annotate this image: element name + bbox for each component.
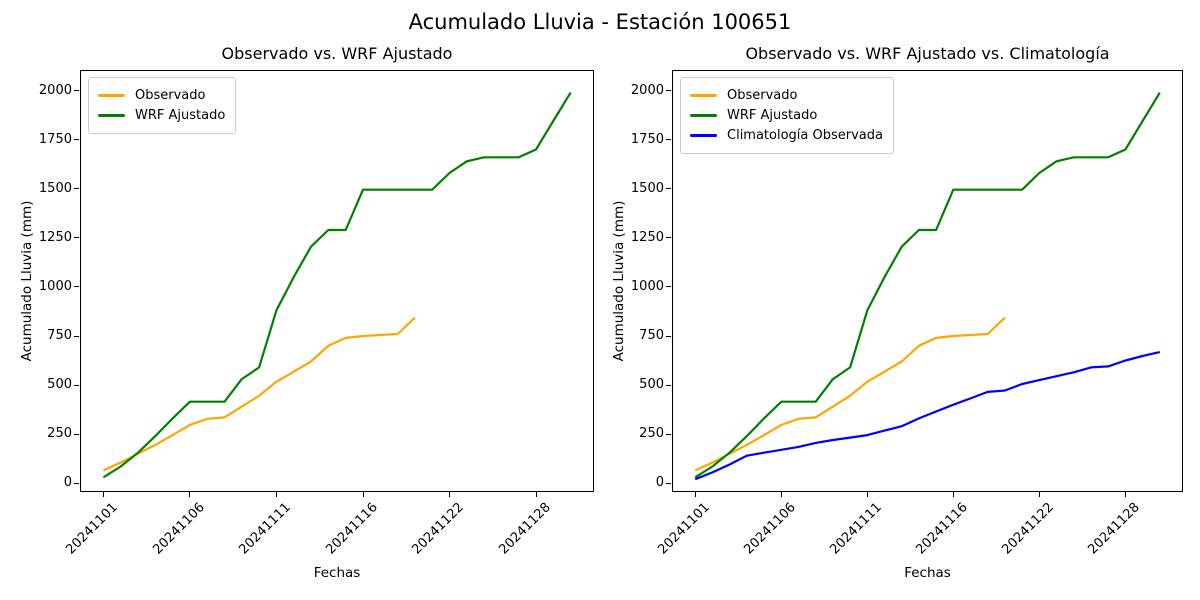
legend-entry: WRF Ajustado [98, 107, 225, 124]
plot-area [102, 92, 572, 479]
y-axis-tick-label: 750 [639, 328, 664, 343]
legend-entry-label: Observado [135, 88, 206, 103]
x-axis-tick-label: 20241111 [827, 500, 885, 558]
y-axis-tick-label: 750 [47, 328, 72, 343]
y-axis-tick-label: 0 [655, 475, 664, 491]
y-tick-mark [74, 90, 79, 92]
x-axis-tick-label: 20241101 [655, 500, 713, 558]
y-axis-tick-label: 1750 [38, 131, 72, 147]
legend-line-swatch [690, 114, 717, 117]
x-tick-mark [866, 492, 868, 497]
y-tick-mark [74, 384, 79, 386]
x-axis-label: Fechas [904, 565, 951, 581]
line-climatolog-a-observada [694, 351, 1161, 481]
x-axis-tick-label: 20241128 [1085, 500, 1143, 558]
legend-entry-label: WRF Ajustado [727, 108, 818, 123]
subplot-title: Observado vs. WRF Ajustado [221, 44, 453, 63]
axes-frame [672, 70, 1183, 492]
legend-entry-label: Climatología Observada [727, 128, 883, 143]
y-axis-tick-label: 2000 [38, 82, 72, 98]
legend-entry: Climatología Observada [690, 127, 883, 144]
x-tick-mark [694, 492, 696, 497]
y-axis-tick-label: 2000 [630, 82, 664, 98]
legend-line-swatch [690, 94, 717, 97]
axes-frame [80, 70, 594, 492]
x-axis-tick-label: 20241128 [496, 500, 554, 558]
y-axis-label: Acumulado Lluvia (mm) [611, 200, 627, 362]
y-axis-tick-label: 1000 [630, 278, 664, 294]
line-wrf-ajustado [694, 92, 1161, 479]
x-tick-mark [102, 492, 104, 497]
y-tick-mark [666, 188, 671, 190]
y-tick-mark [666, 335, 671, 337]
y-axis-tick-label: 1750 [630, 131, 664, 147]
y-axis-tick-label: 500 [47, 377, 72, 392]
y-tick-mark [666, 433, 671, 435]
x-tick-mark [1038, 492, 1040, 497]
line-observado [694, 316, 1006, 472]
legend: Observado WRF Ajustado [88, 77, 237, 134]
y-axis-tick-label: 500 [639, 377, 664, 392]
x-tick-mark [780, 492, 782, 497]
legend-entry-label: Observado [727, 88, 798, 103]
x-tick-mark [1124, 492, 1126, 497]
x-axis-tick-label: 20241116 [913, 500, 971, 558]
x-axis-tick-label: 20241101 [63, 500, 121, 558]
x-tick-mark [362, 492, 364, 497]
y-axis-label: Acumulado Lluvia (mm) [19, 200, 35, 362]
y-tick-mark [666, 482, 671, 484]
y-axis-tick-label: 250 [639, 426, 664, 442]
x-axis-tick-label: 20241106 [741, 500, 799, 558]
subplot-title: Observado vs. WRF Ajustado vs. Climatolo… [745, 44, 1110, 63]
y-axis-tick-label: 1500 [630, 180, 664, 196]
y-tick-mark [666, 286, 671, 288]
x-axis-tick-label: 20241116 [323, 500, 381, 558]
legend-entry: WRF Ajustado [690, 107, 883, 124]
y-axis-tick-label: 1250 [630, 229, 664, 245]
legend-entry: Observado [98, 87, 225, 104]
y-tick-mark [74, 188, 79, 190]
y-axis-tick-label: 0 [63, 475, 72, 491]
plot-area [694, 92, 1161, 481]
x-tick-mark [535, 492, 537, 497]
x-axis-tick-label: 20241122 [409, 500, 468, 558]
legend: Observado WRF Ajustado Climatología Observ… [680, 77, 894, 154]
legend-entry-label: WRF Ajustado [135, 108, 226, 123]
line-observado [102, 316, 416, 472]
x-axis-label: Fechas [313, 565, 361, 581]
y-axis-tick-label: 250 [47, 426, 72, 442]
x-tick-mark [189, 492, 191, 497]
legend-entry: Observado [690, 87, 883, 104]
line-wrf-ajustado [102, 92, 572, 479]
legend-line-swatch [98, 114, 125, 117]
subplot-left: Observado vs. WRF Ajustado 0 250 500 750 1000… [19, 44, 594, 581]
y-tick-mark [74, 433, 79, 435]
x-tick-mark [275, 492, 277, 497]
y-tick-mark [666, 237, 671, 239]
y-tick-mark [74, 286, 79, 288]
y-axis-tick-label: 1250 [38, 229, 72, 245]
y-tick-mark [74, 482, 79, 484]
x-tick-mark [449, 492, 450, 497]
legend-line-swatch [98, 94, 125, 97]
y-tick-mark [666, 384, 671, 386]
x-tick-mark [952, 492, 954, 497]
y-tick-mark [74, 335, 79, 337]
y-tick-mark [74, 139, 79, 141]
x-axis-tick-label: 20241122 [999, 500, 1057, 558]
y-tick-mark [74, 237, 79, 239]
figure-title: Acumulado Lluvia - Estación 100651 [408, 10, 792, 34]
y-axis-tick-label: 1000 [38, 278, 72, 294]
subplot-right: Observado vs. WRF Ajustado vs. Climatolo… [611, 44, 1183, 581]
x-axis-tick-label: 20241106 [150, 500, 208, 558]
y-tick-mark [666, 90, 671, 92]
legend-line-swatch [690, 134, 717, 137]
x-axis-tick-label: 20241111 [236, 500, 294, 558]
y-axis-tick-label: 1500 [38, 180, 72, 196]
y-tick-mark [666, 139, 671, 141]
